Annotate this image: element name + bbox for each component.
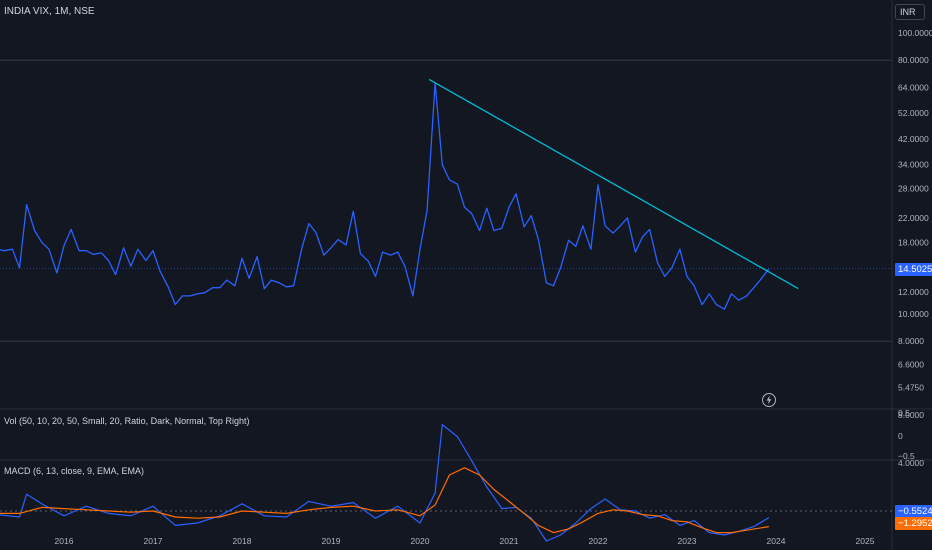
y-tick-label: 8.0000 — [898, 336, 924, 346]
lightning-icon[interactable] — [762, 393, 776, 407]
trendline — [428, 78, 799, 290]
volume-y-tick-label: 0.5 — [898, 408, 910, 418]
macd-indicator-title[interactable]: MACD (6, 13, close, 9, EMA, EMA) — [4, 466, 145, 476]
signal-series-line — [0, 467, 769, 534]
macd-series-line — [0, 424, 770, 542]
x-tick-label: 2016 — [55, 536, 74, 546]
y-tick-label: 100.0000 — [898, 28, 932, 38]
x-tick-label: 2022 — [589, 536, 608, 546]
x-tick-label: 2019 — [322, 536, 341, 546]
y-tick-label: 64.0000 — [898, 82, 929, 92]
y-tick-label: 34.0000 — [898, 160, 929, 170]
macd-y-tick-label: 4.0000 — [898, 458, 924, 468]
y-tick-label: 6.6000 — [898, 360, 924, 370]
macd-y-tick-label: 8.0000 — [898, 410, 924, 420]
x-tick-label: 2021 — [500, 536, 519, 546]
signal-last-value-tag: −1.2952 — [895, 517, 932, 530]
volume-indicator-title[interactable]: Vol (50, 10, 20, 50, Small, 20, Ratio, D… — [4, 416, 250, 426]
y-tick-label: 5.4750 — [898, 383, 924, 393]
x-tick-label: 2018 — [233, 536, 252, 546]
currency-button[interactable]: INR — [895, 4, 925, 20]
x-tick-label: 2024 — [767, 536, 786, 546]
y-tick-label: 18.0000 — [898, 237, 929, 247]
y-tick-label: 10.0000 — [898, 309, 929, 319]
x-tick-label: 2023 — [678, 536, 697, 546]
y-tick-label: 28.0000 — [898, 183, 929, 193]
y-tick-label: 52.0000 — [898, 108, 929, 118]
x-tick-label: 2025 — [856, 536, 875, 546]
volume-y-tick-label: 0 — [898, 431, 903, 441]
price-series-line — [0, 82, 770, 310]
symbol-title[interactable]: INDIA VIX, 1M, NSE — [4, 6, 95, 17]
y-tick-label: 22.0000 — [898, 213, 929, 223]
x-tick-label: 2020 — [411, 536, 430, 546]
volume-y-tick-label: −0.5 — [898, 451, 915, 461]
x-tick-label: 2017 — [144, 536, 163, 546]
macd-last-value-tag: −0.5524 — [895, 505, 932, 518]
y-tick-label: 80.0000 — [898, 55, 929, 65]
y-tick-label: 12.0000 — [898, 287, 929, 297]
y-tick-label: 42.0000 — [898, 134, 929, 144]
last-price-tag: 14.5025 — [895, 263, 932, 276]
